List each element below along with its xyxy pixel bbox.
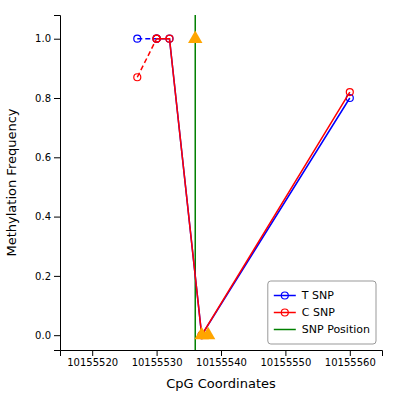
- x-axis-tick-label: 10155540: [196, 357, 247, 368]
- legend-handle: [274, 329, 296, 331]
- legend-handle: [274, 295, 296, 297]
- y-axis-tick-mark: [54, 217, 60, 218]
- y-axis-tick: 1.0: [35, 33, 60, 44]
- legend-handle: [274, 312, 296, 314]
- series-point: [346, 89, 353, 96]
- x-axis-tick-mark: [350, 350, 351, 356]
- y-axis: 0.0 0.2 0.4 0.6 0.8 1.0: [35, 16, 60, 351]
- x-axis-tick: 10155530: [132, 350, 183, 368]
- y-axis-tick-mark: [54, 157, 60, 158]
- y-axis-tick-label: 1.0: [35, 33, 51, 44]
- legend-item: T SNP: [274, 289, 334, 302]
- series-point: [134, 74, 141, 81]
- y-axis-tick-label: 0.6: [35, 152, 51, 163]
- y-axis-tick-mark: [54, 276, 60, 277]
- x-axis-title: CpG Coordinates: [166, 376, 276, 391]
- legend-item: C SNP: [274, 306, 335, 319]
- snp-position-line: [194, 15, 196, 350]
- series-line: [137, 39, 156, 78]
- x-axis-line: [61, 351, 383, 357]
- legend: T SNP C SNP SNP Position: [268, 281, 376, 344]
- x-axis-tick: 10155520: [67, 350, 118, 368]
- legend-box: [268, 281, 376, 344]
- y-axis-tick: 0.0: [35, 330, 60, 341]
- legend-marker: [281, 309, 288, 316]
- legend-label: SNP Position: [302, 323, 370, 336]
- x-axis-tick-label: 10155520: [67, 357, 118, 368]
- y-axis-title: Methylation Frequency: [4, 108, 19, 256]
- x-axis-tick-mark: [92, 350, 93, 356]
- y-axis-tick-label: 0.2: [35, 271, 51, 282]
- series-line: [157, 39, 350, 335]
- x-axis-tick: 10155560: [325, 350, 376, 368]
- y-axis-tick: 0.8: [35, 93, 60, 104]
- series-point: [153, 35, 160, 42]
- y-axis-tick-label: 0.8: [35, 93, 51, 104]
- x-axis-tick: 10155550: [260, 350, 311, 368]
- x-axis: 10155520 10155530 10155540 10155550 10155560: [61, 350, 383, 368]
- legend-label: T SNP: [301, 289, 334, 302]
- y-axis-tick: 0.2: [35, 271, 60, 282]
- legend-item: SNP Position: [274, 323, 370, 336]
- y-axis-tick-mark: [54, 98, 60, 99]
- x-axis-tick-label: 10155560: [325, 357, 376, 368]
- series-point: [134, 35, 141, 42]
- x-axis-tick: 10155540: [196, 350, 247, 368]
- y-axis-tick-label: 0.0: [35, 330, 51, 341]
- y-axis-tick-label: 0.4: [35, 211, 51, 222]
- snp-marker: [188, 30, 202, 42]
- x-axis-tick-label: 10155550: [260, 357, 311, 368]
- y-axis-tick-mark: [54, 39, 60, 40]
- series-line: [157, 39, 350, 335]
- series-point: [166, 35, 173, 42]
- x-axis-tick-mark: [221, 350, 222, 356]
- x-axis-tick-mark: [157, 350, 158, 356]
- plot-area: [134, 15, 354, 350]
- y-axis-tick-mark: [54, 335, 60, 336]
- y-axis-tick: 0.4: [35, 211, 60, 222]
- x-axis-tick-label: 10155530: [132, 357, 183, 368]
- y-axis-tick: 0.6: [35, 152, 60, 163]
- snp-marker: [201, 327, 215, 339]
- legend-label: C SNP: [302, 306, 335, 319]
- x-axis-tick-mark: [285, 350, 286, 356]
- y-axis-line: [54, 16, 61, 351]
- legend-marker: [281, 292, 288, 299]
- chart: 10155520 10155530 10155540 10155550 10155560…: [0, 0, 400, 400]
